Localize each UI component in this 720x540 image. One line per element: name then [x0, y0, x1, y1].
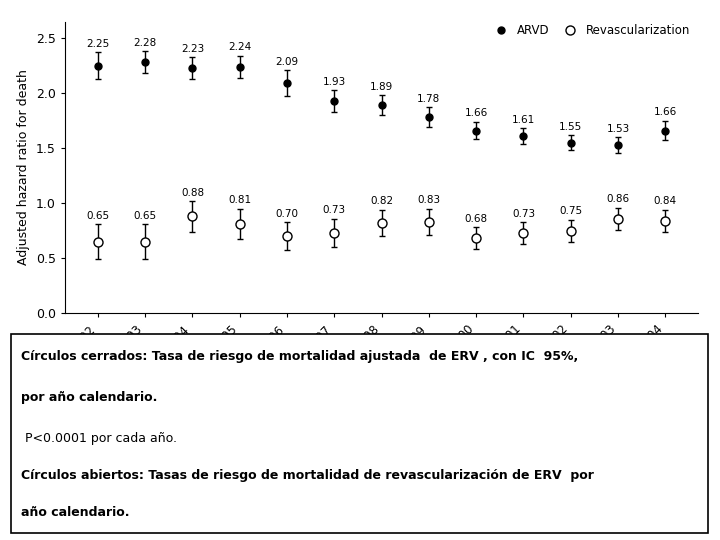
Text: P<0.0001 por cada año.: P<0.0001 por cada año. [22, 432, 177, 445]
Text: 2.28: 2.28 [133, 38, 157, 48]
Text: Círculos abiertos: Tasas de riesgo de mortalidad de revascularización de ERV  po: Círculos abiertos: Tasas de riesgo de mo… [22, 469, 594, 482]
Text: año calendario.: año calendario. [22, 506, 130, 519]
Text: 0.70: 0.70 [276, 208, 299, 219]
Text: 2.09: 2.09 [276, 57, 299, 67]
Text: 2.25: 2.25 [86, 39, 109, 49]
Text: 0.73: 0.73 [512, 208, 535, 219]
Text: 0.84: 0.84 [654, 197, 677, 206]
Text: 1.61: 1.61 [512, 115, 535, 125]
Text: 0.83: 0.83 [418, 195, 441, 205]
Text: 0.68: 0.68 [464, 214, 487, 224]
FancyBboxPatch shape [11, 334, 708, 532]
Text: 2.23: 2.23 [181, 44, 204, 53]
Legend: ARVD, Revascularization: ARVD, Revascularization [487, 22, 693, 39]
Text: 1.66: 1.66 [654, 107, 677, 117]
Y-axis label: Adjusted hazard ratio for death: Adjusted hazard ratio for death [17, 70, 30, 265]
Text: 1.78: 1.78 [418, 94, 441, 104]
Text: 0.75: 0.75 [559, 206, 582, 217]
Text: 0.65: 0.65 [134, 211, 157, 221]
Text: 0.65: 0.65 [86, 211, 109, 221]
Text: 0.73: 0.73 [323, 205, 346, 215]
Text: 0.82: 0.82 [370, 197, 393, 206]
Text: 1.66: 1.66 [464, 109, 487, 118]
Text: 0.86: 0.86 [606, 194, 629, 204]
Text: Círculos cerrados: Tasa de riesgo de mortalidad ajustada  de ERV , con IC  95%,: Círculos cerrados: Tasa de riesgo de mor… [22, 350, 579, 363]
Text: 2.24: 2.24 [228, 43, 251, 52]
Text: 0.81: 0.81 [228, 195, 251, 205]
Text: 0.88: 0.88 [181, 188, 204, 198]
Text: por año calendario.: por año calendario. [22, 391, 158, 404]
Text: 1.89: 1.89 [370, 82, 393, 92]
Text: 1.53: 1.53 [606, 124, 630, 134]
Text: 1.55: 1.55 [559, 122, 582, 132]
Text: 1.93: 1.93 [323, 77, 346, 86]
